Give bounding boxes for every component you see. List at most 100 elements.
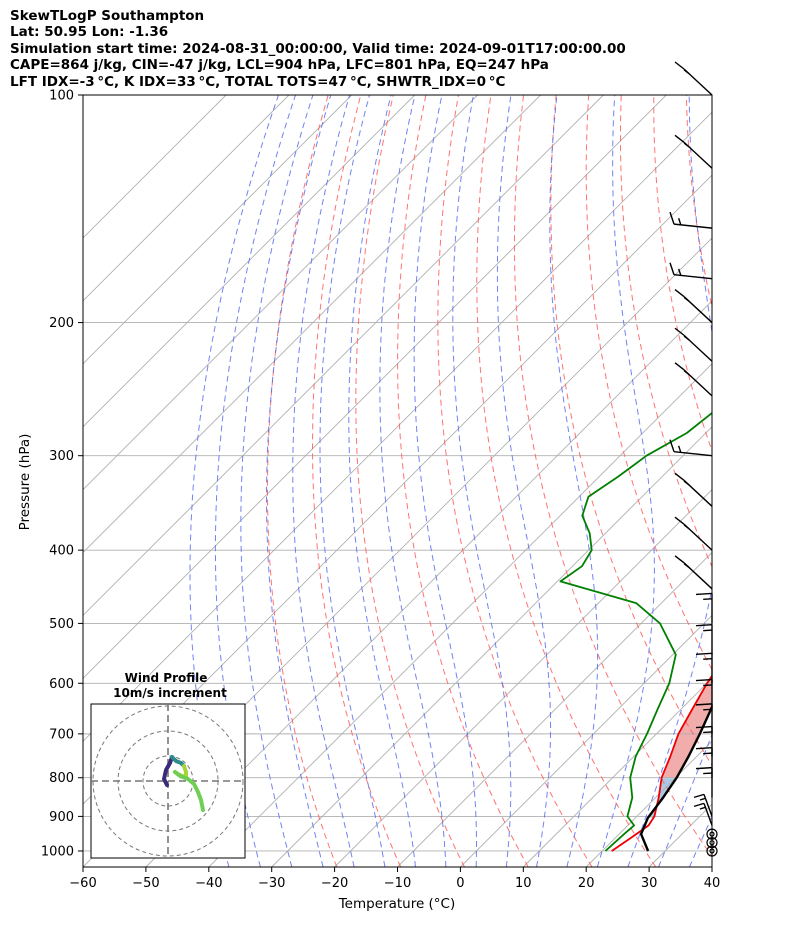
cape-cin-shading <box>717 95 794 392</box>
stability-indices-1: CAPE=864 j/kg, CIN=-47 j/kg, LCL=904 hPa… <box>10 57 549 74</box>
wind-barb-half-feather <box>703 731 713 734</box>
wind-barb-half-feather <box>699 797 706 801</box>
y-tick-label: 200 <box>49 316 74 331</box>
y-tick-label: 800 <box>49 771 74 786</box>
isotherm-line <box>83 95 353 365</box>
isotherm-line <box>334 488 712 867</box>
wind-barb-feather <box>674 289 685 298</box>
parcel-line <box>639 703 712 852</box>
wind-barb-half-feather <box>703 629 713 632</box>
moist-adiabat <box>496 95 552 867</box>
isotherm-line <box>145 300 712 867</box>
isotherm-line <box>83 95 416 428</box>
x-tick-label: 30 <box>641 876 658 891</box>
y-tick-label: 400 <box>49 544 74 559</box>
isotherm-line <box>208 363 712 867</box>
wind-barb-half-feather <box>677 268 682 276</box>
wind-barb-half-feather <box>703 752 713 755</box>
wind-barb-feather <box>669 262 675 275</box>
wind-barb-feather <box>674 472 685 481</box>
wind-barb-feather <box>669 439 675 452</box>
moist-adiabat <box>266 95 332 867</box>
dry-adiabat <box>784 95 794 867</box>
dry-adiabat <box>513 95 712 858</box>
dry-adiabat <box>437 95 593 867</box>
wind-barb-half-feather <box>683 335 690 341</box>
y-tick-label: 700 <box>49 727 74 742</box>
isotherm-line <box>271 426 712 867</box>
wind-barb-feather <box>695 725 713 729</box>
isotherm-line <box>711 866 712 867</box>
wind-barb-staff <box>673 223 713 229</box>
x-tick-label: 0 <box>456 876 464 891</box>
dry-adiabat <box>355 95 465 867</box>
moist-adiabat <box>549 95 599 867</box>
isotherm-line <box>83 95 667 679</box>
wind-barb-staff <box>673 274 713 280</box>
x-tick-label: 20 <box>578 876 595 891</box>
isotherm-line <box>83 111 712 742</box>
stability-indices-2: LFT IDX=-3 °C, K IDX=33 °C, TOTAL TOTS=4… <box>10 73 506 90</box>
wind-barb-feather <box>695 652 713 655</box>
y-tick-label: 300 <box>49 449 74 464</box>
wind-barb-feather <box>674 327 685 336</box>
x-tick-label: −10 <box>384 876 411 891</box>
moist-adiabat <box>452 95 512 867</box>
wind-barb-half-feather <box>683 296 690 302</box>
wind-barb-feather <box>674 516 685 525</box>
wind-barb-feather <box>674 555 685 564</box>
temperature-line <box>611 674 712 852</box>
hodograph-subtitle: 10m/s increment <box>113 686 227 700</box>
x-tick-label: −50 <box>132 876 159 891</box>
wind-barb-half-feather <box>683 69 690 75</box>
wind-barb-feather <box>695 592 713 596</box>
y-tick-label: 100 <box>49 89 74 104</box>
x-tick-label: −30 <box>258 876 285 891</box>
wind-barb-feather <box>695 678 713 682</box>
moist-adiabat <box>596 95 655 867</box>
wind-barb-half-feather <box>703 657 713 660</box>
wind-barb-half-feather <box>683 563 690 569</box>
wind-barb-half-feather <box>699 806 706 810</box>
dry-adiabat <box>685 95 712 309</box>
dry-adiabat <box>585 95 712 671</box>
dewpoint-line <box>559 411 712 852</box>
isotherm-line <box>522 677 712 867</box>
wind-barb-feather <box>695 766 713 770</box>
x-tick-label: −20 <box>321 876 348 891</box>
wind-barb-feather <box>674 61 685 70</box>
hodograph-inset: Wind Profile 10m/s increment <box>90 671 246 859</box>
simulation-times: Simulation start time: 2024-08-31_00:00:… <box>10 40 626 57</box>
y-axis-label: Pressure (hPa) <box>17 434 33 531</box>
cape-cin-shading <box>661 675 712 778</box>
hodograph-trace <box>173 770 205 812</box>
chart-header: SkewTLogP Southampton Lat: 50.95 Lon: -1… <box>10 8 626 90</box>
wind-barb-half-feather <box>703 772 713 775</box>
y-tick-label: 900 <box>49 810 74 825</box>
y-tick-label: 500 <box>49 617 74 632</box>
hodograph-trace <box>162 755 174 787</box>
wind-barb-feather <box>695 703 713 706</box>
dry-adiabat <box>397 95 529 867</box>
isotherm-line <box>83 95 227 239</box>
wind-barb-feather <box>693 802 705 808</box>
x-tick-label: 10 <box>515 876 532 891</box>
x-tick-label: 40 <box>704 876 721 891</box>
wind-barb-staff <box>673 450 713 457</box>
moist-adiabat <box>214 95 296 867</box>
isotherm-line <box>83 95 541 554</box>
wind-barb-half-feather <box>683 142 690 148</box>
wind-barb-feather <box>695 747 713 750</box>
wind-barb-half-feather <box>683 524 690 530</box>
dry-adiabat <box>550 95 712 767</box>
moist-adiabat <box>292 95 355 867</box>
moist-adiabat <box>348 95 416 867</box>
dry-adiabat <box>476 95 657 867</box>
isotherm-line <box>397 551 712 867</box>
y-tick-label: 1000 <box>41 844 74 859</box>
x-axis-label: Temperature (°C) <box>338 896 456 912</box>
wind-barb-half-feather <box>683 370 690 376</box>
x-tick-label: −60 <box>69 876 96 891</box>
wind-barb-feather <box>693 793 705 799</box>
